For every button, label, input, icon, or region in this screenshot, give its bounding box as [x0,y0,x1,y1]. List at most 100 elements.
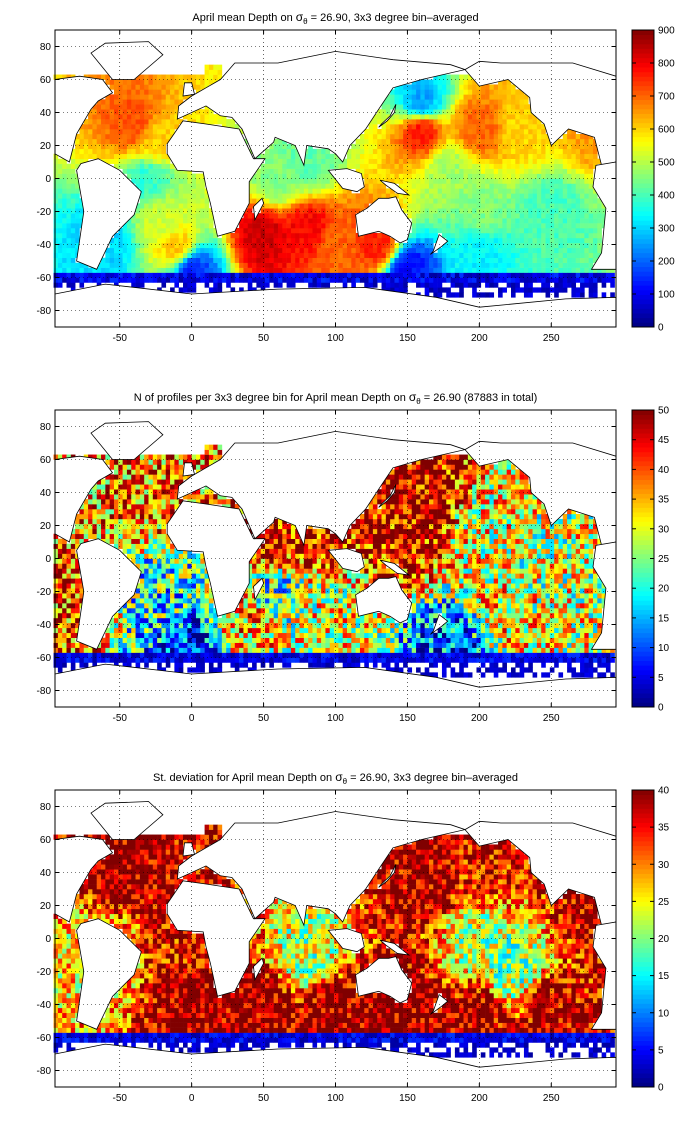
data-bin [166,84,171,89]
data-bin [123,149,128,154]
data-bin [144,489,149,494]
data-bin [537,149,542,154]
data-bin [442,223,447,228]
data-bin [451,94,456,99]
x-tick-label: 0 [189,333,195,344]
data-bin [157,519,162,524]
data-bin [127,258,132,263]
data-bin [489,282,494,287]
data-bin [476,203,481,208]
data-bin [269,268,274,273]
data-bin [149,144,154,149]
data-bin [558,273,563,278]
data-bin [442,119,447,124]
data-bin [97,534,102,539]
data-bin [161,164,166,169]
data-bin [502,258,507,263]
data-bin [213,119,218,124]
data-bin [58,218,63,223]
data-bin [226,278,231,283]
data-bin [62,248,67,253]
data-bin [144,499,149,504]
colorbar-segment [632,285,654,290]
data-bin [170,588,175,593]
data-bin [502,149,507,154]
data-bin [584,233,589,238]
data-bin [144,75,149,80]
data-bin [62,238,67,243]
data-bin [75,273,80,278]
data-bin [541,223,546,228]
data-bin [166,563,171,568]
data-bin [321,248,326,253]
data-bin [476,134,481,139]
data-bin [321,188,326,193]
data-bin [476,263,481,268]
data-bin [515,149,520,154]
data-bin [369,144,374,149]
data-bin [136,268,141,273]
colorbar-segment [632,76,654,81]
data-bin [105,99,110,104]
data-bin [144,169,149,174]
data-bin [377,268,382,273]
data-bin [425,109,430,114]
data-bin [67,263,72,268]
data-bin [218,70,223,75]
data-bin [149,608,154,613]
data-bin [403,287,408,292]
data-bin [347,233,352,238]
data-bin [256,179,261,184]
data-bin [550,263,555,268]
data-bin [252,258,257,263]
data-bin [239,238,244,243]
data-bin [446,159,451,164]
data-bin [464,124,469,129]
data-bin [67,188,72,193]
data-bin [166,243,171,248]
data-bin [127,638,132,643]
data-bin [166,169,171,174]
data-bin [515,223,520,228]
data-bin [170,268,175,273]
data-bin [515,109,520,114]
data-bin [382,282,387,287]
data-bin [300,188,305,193]
data-bin [140,149,145,154]
data-bin [451,129,456,134]
data-bin [584,268,589,273]
data-bin [550,223,555,228]
data-bin [571,174,576,179]
data-bin [593,243,598,248]
data-bin [455,218,460,223]
data-bin [546,203,551,208]
data-bin [192,75,197,80]
data-bin [304,188,309,193]
data-bin [287,268,292,273]
data-bin [489,114,494,119]
colorbar-segment [632,304,654,309]
data-bin [377,258,382,263]
data-bin [412,208,417,213]
data-bin [485,273,490,278]
data-bin [533,258,538,263]
data-bin [334,263,339,268]
data-bin [200,238,205,243]
data-bin [67,628,72,633]
data-bin [54,638,59,643]
data-bin [110,648,115,653]
data-bin [420,228,425,233]
data-bin [170,559,175,564]
data-bin [571,287,576,292]
data-bin [403,124,408,129]
data-bin [71,258,76,263]
data-bin [75,278,80,283]
data-bin [338,238,343,243]
data-bin [58,188,63,193]
data-bin [295,248,300,253]
data-bin [58,667,63,672]
data-bin [567,223,572,228]
data-bin [166,509,171,514]
data-bin [67,658,72,663]
data-bin [520,149,525,154]
